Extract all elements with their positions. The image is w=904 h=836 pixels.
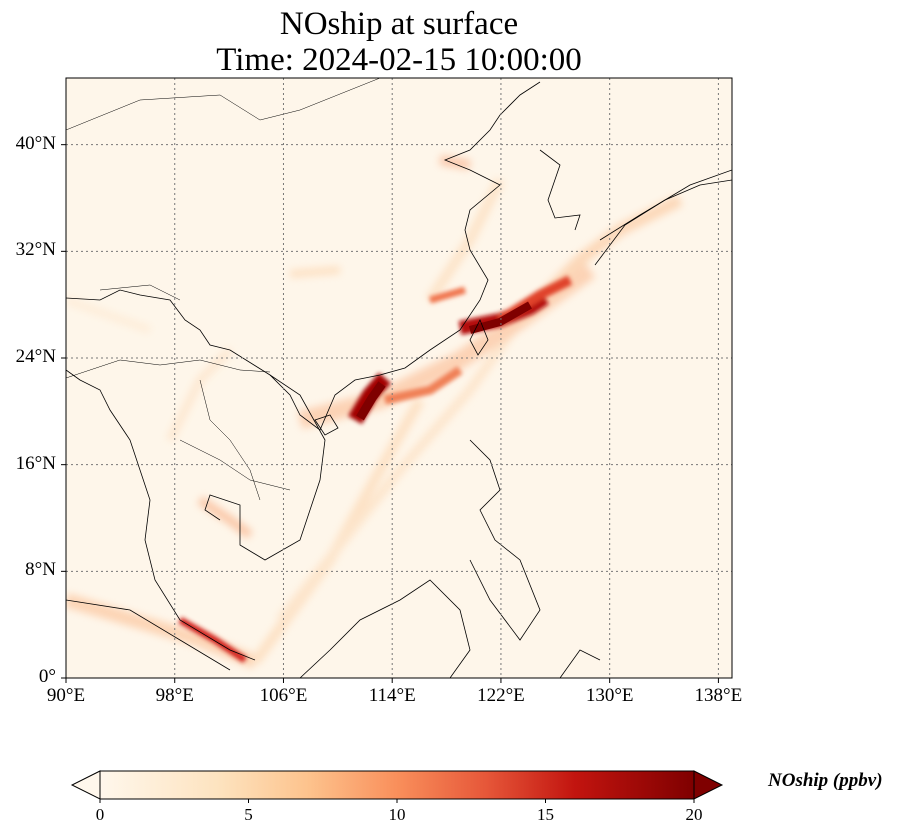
lon-tick-label: 98°E <box>155 685 194 706</box>
lat-tick-label: 40°N <box>15 132 56 154</box>
lat-tick-label: 0° <box>38 666 56 687</box>
colorbar-tick-label: 5 <box>244 805 253 824</box>
colorbar-tick-label: 10 <box>388 805 406 824</box>
colorbar-tick-label: 15 <box>537 805 554 824</box>
map-title: NOship at surface <box>279 6 519 42</box>
lat-tick-label: 16°N <box>15 452 56 474</box>
gridlines <box>66 78 732 678</box>
lon-tick-label: 114°E <box>368 685 416 706</box>
axis-ticks <box>61 144 719 683</box>
lon-tick-label: 130°E <box>585 685 634 706</box>
map-plot-area <box>66 78 732 678</box>
lat-tick-label: 8°N <box>25 559 56 581</box>
colorbar-extend-min <box>70 770 101 800</box>
lon-tick-label: 106°E <box>259 685 308 706</box>
lat-tick-label: 32°N <box>15 239 56 261</box>
lon-tick-label: 138°E <box>694 685 743 706</box>
country-borders <box>66 78 381 501</box>
map-subtitle-time: Time: 2024-02-15 10:00:00 <box>216 42 582 78</box>
colorbar-body <box>99 770 695 800</box>
colorbar-label: NOship (ppbv) <box>768 770 883 791</box>
lon-tick-label: 122°E <box>477 685 525 706</box>
map-frame <box>65 77 733 679</box>
colorbar-tick-label: 20 <box>685 805 703 824</box>
coastlines <box>66 81 732 678</box>
lat-tick-label: 24°N <box>15 346 56 367</box>
colorbar <box>70 770 724 803</box>
colorbar-tick-label: 0 <box>95 805 105 824</box>
lon-tick-label: 90°E <box>46 685 86 706</box>
noship-concentration-field <box>66 78 732 678</box>
colorbar-extend-max <box>693 770 724 800</box>
